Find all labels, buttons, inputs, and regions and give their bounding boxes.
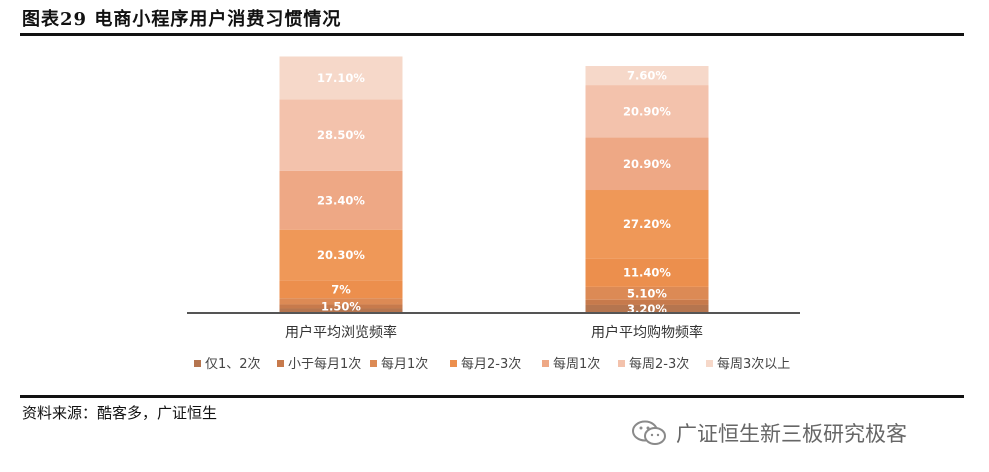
- legend-label-4: 每月2-3次: [461, 356, 521, 372]
- category-label-2: 用户平均购物频率: [591, 324, 703, 341]
- legend-label-2: 小于每月1次: [288, 356, 361, 372]
- legend-label-6: 每周2-3次: [629, 356, 689, 372]
- data-label-2-4: 11.40%: [623, 266, 671, 280]
- data-label-2-3: 5.10%: [627, 286, 667, 300]
- data-label-2-8: 7.60%: [627, 69, 667, 83]
- wechat-icon: [630, 418, 668, 448]
- data-label-1-8: 17.10%: [317, 71, 365, 85]
- legend-label-5: 每周1次: [553, 356, 600, 372]
- data-label-1-7: 28.50%: [317, 128, 365, 142]
- data-label-1-4: 7%: [331, 282, 351, 296]
- data-label-2-7: 20.90%: [623, 104, 671, 118]
- legend-swatch-2: [277, 360, 284, 367]
- data-label-1-6: 23.40%: [317, 193, 365, 207]
- watermark: 广证恒生新三板研究极客: [630, 418, 907, 448]
- legend-label-1: 仅1、2次: [205, 356, 261, 372]
- source-note: 资料来源：酷客多，广证恒生: [22, 402, 217, 423]
- legend-label-7: 每周3次以上: [717, 356, 790, 372]
- legend-swatch-6: [618, 360, 625, 367]
- legend: 仅1、2次 小于每月1次 每月1次 每月2-3次 每周1次 每周2-3次 每周3次以上: [194, 356, 790, 372]
- category-label-1: 用户平均浏览频率: [285, 324, 397, 341]
- legend-swatch-5: [542, 360, 549, 367]
- watermark-text: 广证恒生新三板研究极客: [676, 418, 907, 448]
- legend-swatch-4: [450, 360, 457, 367]
- stacked-bar-chart: 1.50%7%20.30%23.40%28.50%17.10%3.20%5.10…: [0, 0, 989, 395]
- data-label-2-6: 20.90%: [623, 157, 671, 171]
- legend-swatch-1: [194, 360, 201, 367]
- data-label-2-5: 27.20%: [623, 217, 671, 231]
- category-labels-layer: 用户平均浏览频率 用户平均购物频率: [285, 324, 703, 341]
- bottom-rule: [20, 395, 964, 398]
- data-label-1-2: 1.50%: [321, 299, 361, 313]
- data-label-1-5: 20.30%: [317, 248, 365, 262]
- legend-swatch-3: [370, 360, 377, 367]
- legend-label-3: 每月1次: [381, 356, 428, 372]
- legend-swatch-7: [706, 360, 713, 367]
